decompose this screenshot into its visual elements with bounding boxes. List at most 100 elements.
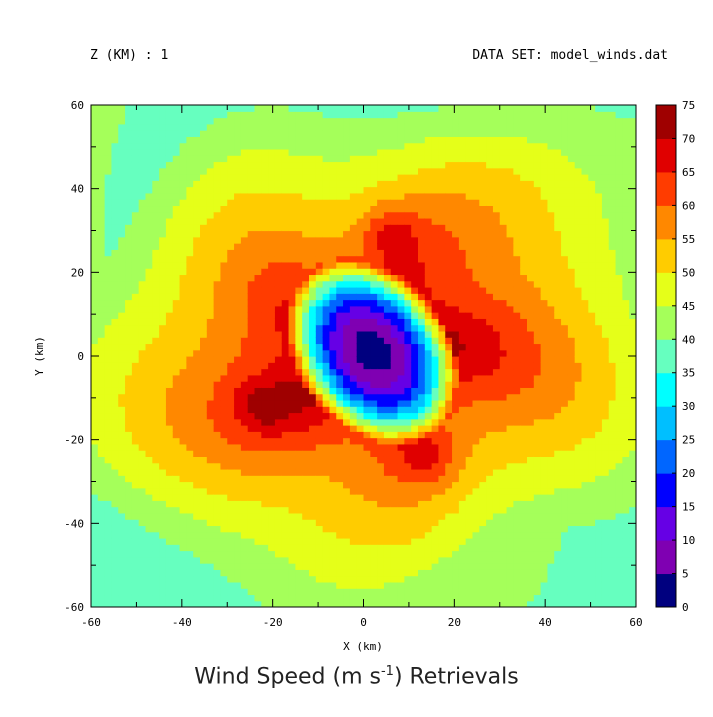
field-cell bbox=[486, 563, 494, 570]
field-cell bbox=[227, 130, 235, 137]
field-cell bbox=[281, 255, 290, 263]
field-cell bbox=[513, 425, 521, 432]
field-cell bbox=[281, 123, 290, 131]
field-cell bbox=[377, 575, 385, 583]
field-cell bbox=[274, 230, 283, 238]
field-cell bbox=[349, 600, 358, 607]
field-cell bbox=[97, 399, 106, 407]
field-cell bbox=[499, 550, 508, 558]
field-cell bbox=[506, 330, 514, 338]
field-cell bbox=[159, 368, 167, 376]
field-cell bbox=[418, 537, 426, 545]
field-cell bbox=[336, 425, 344, 432]
field-cell bbox=[145, 519, 153, 527]
field-cell bbox=[315, 230, 324, 238]
field-cell bbox=[234, 274, 242, 282]
field-cell bbox=[336, 142, 344, 150]
field-cell bbox=[172, 462, 181, 470]
field-cell bbox=[165, 512, 174, 520]
field-cell bbox=[315, 205, 324, 213]
field-cell bbox=[118, 393, 126, 401]
field-cell bbox=[193, 406, 201, 414]
field-cell bbox=[343, 280, 351, 288]
field-cell bbox=[343, 462, 351, 470]
field-cell bbox=[227, 167, 235, 175]
field-cell bbox=[329, 475, 337, 483]
field-cell bbox=[309, 506, 317, 514]
field-cell bbox=[458, 274, 467, 282]
field-cell bbox=[343, 393, 351, 401]
field-cell bbox=[390, 349, 399, 357]
field-cell bbox=[104, 506, 113, 514]
field-cell bbox=[370, 343, 378, 351]
field-cell bbox=[356, 487, 365, 495]
field-cell bbox=[336, 588, 344, 596]
field-cell bbox=[186, 525, 194, 533]
field-cell bbox=[445, 343, 453, 351]
field-cell bbox=[343, 330, 351, 338]
field-cell bbox=[234, 167, 242, 175]
field-cell bbox=[295, 280, 303, 288]
field-cell bbox=[424, 217, 433, 225]
field-cell bbox=[472, 550, 480, 558]
field-cell bbox=[295, 199, 303, 207]
field-cell bbox=[472, 468, 480, 476]
field-cell bbox=[138, 255, 147, 263]
field-cell bbox=[452, 192, 460, 200]
field-cell bbox=[288, 393, 296, 401]
field-cell bbox=[445, 199, 453, 207]
field-cell bbox=[309, 105, 317, 112]
field-cell bbox=[131, 286, 140, 294]
field-cell bbox=[97, 230, 106, 238]
field-cell bbox=[288, 130, 296, 137]
field-cell bbox=[472, 412, 480, 420]
field-cell bbox=[390, 268, 399, 276]
field-cell bbox=[193, 117, 201, 125]
field-cell bbox=[118, 224, 126, 232]
field-cell bbox=[302, 481, 310, 489]
field-cell bbox=[145, 425, 153, 432]
field-cell bbox=[254, 481, 262, 489]
field-cell bbox=[131, 105, 140, 112]
field-cell bbox=[193, 268, 201, 276]
field-cell bbox=[274, 192, 283, 200]
field-cell bbox=[193, 130, 201, 137]
field-cell bbox=[418, 356, 426, 363]
field-cell bbox=[295, 588, 303, 596]
field-cell bbox=[445, 556, 453, 564]
field-cell bbox=[281, 418, 290, 426]
field-cell bbox=[411, 312, 419, 319]
field-cell bbox=[97, 475, 106, 483]
field-cell bbox=[234, 180, 242, 188]
field-cell bbox=[499, 161, 508, 169]
field-cell bbox=[179, 205, 187, 213]
field-cell bbox=[472, 255, 480, 263]
field-cell bbox=[492, 318, 501, 326]
field-cell bbox=[363, 506, 371, 514]
field-cell bbox=[309, 356, 317, 363]
field-cell bbox=[492, 261, 501, 269]
field-cell bbox=[438, 174, 446, 181]
field-cell bbox=[234, 305, 242, 313]
field-cell bbox=[97, 299, 106, 307]
field-cell bbox=[152, 506, 160, 514]
field-cell bbox=[363, 299, 371, 307]
field-cell bbox=[213, 594, 222, 602]
field-cell bbox=[418, 550, 426, 558]
field-cell bbox=[97, 537, 106, 545]
field-cell bbox=[152, 243, 160, 250]
field-cell bbox=[179, 418, 187, 426]
field-cell bbox=[438, 236, 446, 244]
field-cell bbox=[288, 556, 296, 564]
field-cell bbox=[356, 374, 365, 382]
field-cell bbox=[268, 117, 276, 125]
field-cell bbox=[165, 330, 174, 338]
field-cell bbox=[424, 299, 433, 307]
field-cell bbox=[281, 343, 290, 351]
field-cell bbox=[377, 412, 385, 420]
field-cell bbox=[370, 192, 378, 200]
field-cell bbox=[499, 519, 508, 527]
field-cell bbox=[315, 381, 324, 388]
field-cell bbox=[309, 280, 317, 288]
field-cell bbox=[349, 243, 358, 250]
